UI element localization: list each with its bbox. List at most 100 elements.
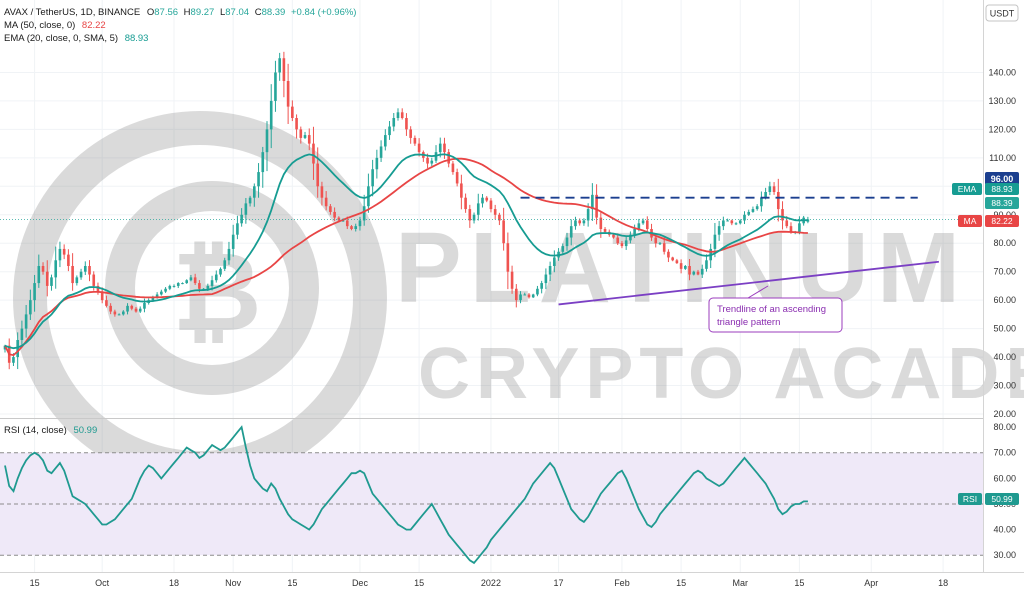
candle — [358, 216, 362, 231]
candle — [455, 168, 459, 187]
candle-body — [299, 129, 303, 138]
candle-body — [291, 106, 294, 118]
candle-body — [193, 277, 197, 284]
candle-body — [536, 288, 539, 295]
legend-ma-value: 82.22 — [82, 20, 106, 31]
candle-body — [329, 206, 332, 212]
legend-high-value: 89.27 — [191, 7, 215, 18]
rsi-tag: RSI 50.99 — [958, 493, 1019, 505]
candle-body — [358, 220, 362, 227]
candle — [430, 157, 434, 166]
candle — [569, 219, 573, 246]
price-axis[interactable]: 20.00 30.00 40.00 50.00 60.00 70.00 80.00 90.00… — [988, 67, 1016, 419]
candle — [443, 137, 446, 159]
candle-body — [409, 129, 412, 138]
candle-body — [645, 220, 649, 229]
candle-body — [675, 260, 679, 264]
candle — [362, 194, 366, 226]
legend-low-label: L — [220, 7, 225, 18]
ema-tag-name-box — [952, 183, 982, 195]
price-tick-label: 20.00 — [993, 409, 1016, 419]
candle — [329, 204, 332, 215]
candle-body — [240, 214, 243, 224]
candle — [214, 270, 218, 283]
annotation-line1: Trendline of an ascending — [717, 304, 826, 315]
candle-body — [544, 274, 548, 284]
candle-body — [126, 305, 129, 312]
currency-badge-box[interactable] — [985, 4, 1019, 22]
candle — [113, 309, 117, 317]
rsi-tick-label: 60.00 — [993, 473, 1016, 483]
candle — [620, 240, 624, 249]
candle-body — [45, 271, 49, 286]
candle — [717, 221, 721, 241]
legend-ema-label: EMA (20, close, 0, SMA, 5) — [4, 33, 118, 44]
candle-body — [282, 58, 286, 81]
candle — [379, 140, 383, 162]
candle-body — [379, 146, 383, 158]
candle-body — [667, 251, 670, 258]
candle-body — [138, 308, 142, 312]
candle — [658, 241, 662, 246]
candle-body — [527, 294, 531, 298]
candle-body — [768, 186, 772, 192]
candle-body — [519, 294, 522, 301]
candle — [20, 320, 24, 347]
ema-tag-value-box — [985, 183, 1019, 195]
annotation-line2: triangle pattern — [717, 317, 780, 328]
candle — [278, 52, 281, 81]
candle — [781, 201, 784, 230]
legend-ema-value: 88.93 — [125, 33, 149, 44]
candle — [83, 261, 87, 276]
candle-body — [168, 285, 172, 289]
candle-body — [561, 246, 565, 252]
candle — [755, 204, 759, 211]
candle-body — [354, 226, 358, 229]
candle-body — [134, 308, 138, 312]
legend-high-label: H — [184, 7, 191, 18]
candle-body — [730, 220, 734, 224]
candle-body — [447, 152, 451, 164]
candle-body — [24, 314, 28, 329]
candle — [62, 244, 66, 260]
candle — [772, 182, 776, 195]
ema-tag: EMA 88.93 — [952, 183, 1019, 195]
legend-ma-line: MA (50, close, 0) 82.22 — [4, 20, 106, 31]
price-tick-label: 90.00 — [993, 210, 1016, 220]
currency-badge[interactable]: USDT — [985, 4, 1019, 22]
candle-body — [451, 163, 455, 173]
candle — [316, 147, 320, 198]
time-axis[interactable]: 15 Oct 18 Nov 15 Dec 15 2022 17 Feb 15 Mar 15 Apr 18 — [30, 578, 949, 588]
candle — [371, 159, 374, 197]
time-tick-label: Mar — [733, 578, 749, 588]
candle-body — [33, 283, 36, 301]
rsi-tick-label: 80.00 — [993, 422, 1016, 432]
candle-body — [100, 291, 104, 301]
candle-body — [312, 143, 315, 164]
candle — [510, 265, 514, 294]
candle — [629, 231, 632, 244]
candle-body — [117, 314, 121, 316]
candle — [747, 209, 751, 216]
candle-body — [684, 266, 687, 269]
candle — [299, 126, 303, 144]
candle-body — [692, 271, 696, 275]
candle — [164, 287, 167, 293]
candle-body — [722, 220, 725, 227]
candle — [667, 249, 670, 263]
candle — [776, 178, 780, 222]
candle-body — [565, 237, 569, 247]
candle-body — [629, 234, 632, 241]
candle — [493, 204, 497, 220]
candle — [591, 183, 594, 221]
candle — [531, 293, 535, 299]
candle-body — [616, 237, 620, 244]
candle-body — [227, 248, 231, 261]
candle-body — [726, 220, 729, 222]
candle — [561, 243, 565, 255]
candle — [160, 289, 163, 296]
ema-line-group — [4, 153, 808, 350]
candle-body — [392, 118, 396, 127]
candle-body — [383, 135, 387, 147]
